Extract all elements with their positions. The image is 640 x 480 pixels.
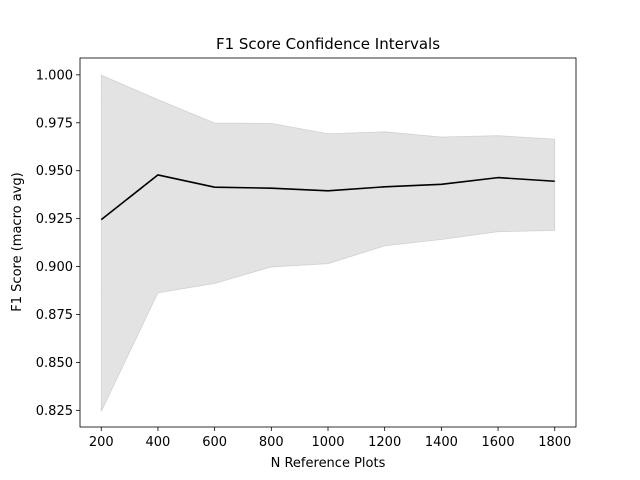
y-tick-label: 0.925 [36,212,73,227]
y-tick-label: 1.000 [36,68,73,83]
x-tick-label: 1200 [368,435,401,450]
x-tick-label: 1400 [425,435,458,450]
x-tick-label: 200 [89,435,114,450]
x-tick-label: 1800 [538,435,571,450]
y-tick-label: 0.825 [36,404,73,419]
y-tick-label: 0.850 [36,356,73,371]
x-tick-label: 800 [259,435,284,450]
y-tick-label: 0.900 [36,260,73,275]
confidence-band-0 [100,74,556,412]
y-axis-label: F1 Score (macro avg) [10,172,25,311]
y-tick-label: 0.950 [36,164,73,179]
x-tick-label: 1000 [311,435,344,450]
x-axis-label: N Reference Plots [271,456,386,471]
series-line-0 [100,174,555,221]
x-tick-label: 1600 [482,435,515,450]
y-axis-ticks: 0.825 0.850 0.875 0.900 0.925 0.950 0.975 1.000 [36,68,80,419]
y-tick-label: 0.975 [36,116,73,131]
x-tick-label: 600 [202,435,227,450]
chart-title: F1 Score Confidence Intervals [216,35,440,53]
x-tick-label: 400 [146,435,171,450]
x-axis-ticks: 200 400 600 800 1000 1200 1400 1600 1800 [89,427,571,450]
series-line-layer [100,174,555,221]
plot-area [80,58,576,427]
confidence-band-layer [100,74,556,412]
y-tick-label: 0.875 [36,308,73,323]
